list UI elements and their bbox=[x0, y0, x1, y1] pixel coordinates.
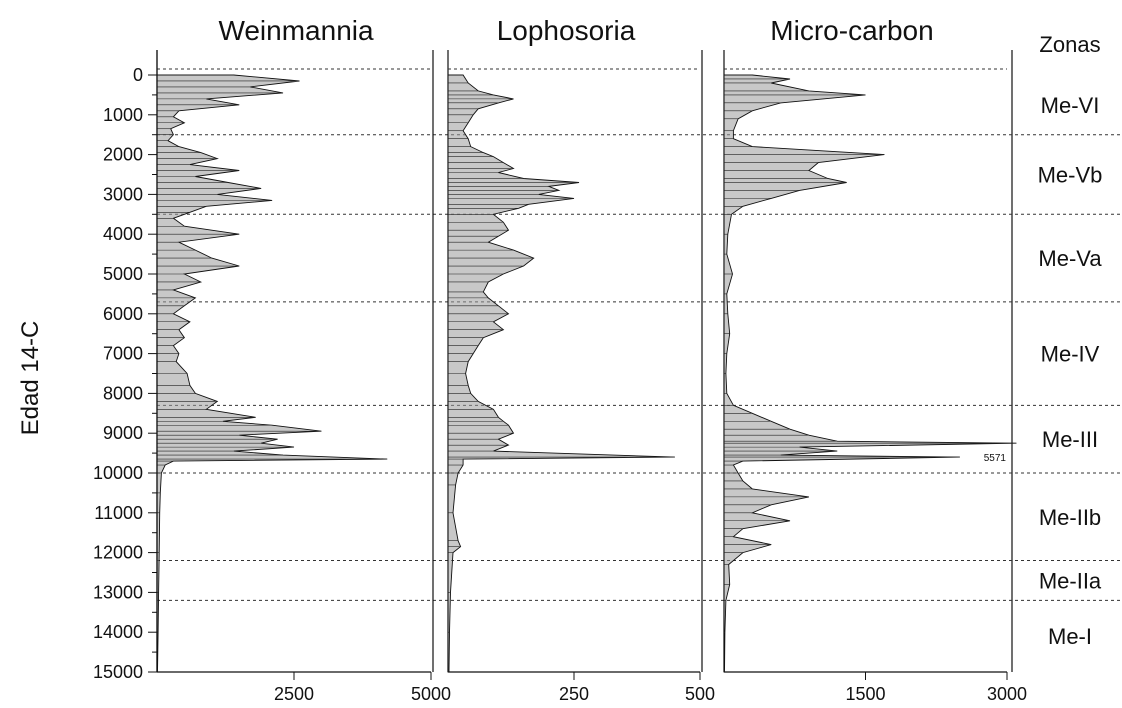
zone-layer: Me-VI Me-Vb Me-Va Me-IV Me-III Me-IIb Me-IIa Me… bbox=[157, 50, 1122, 672]
zone-label: Me-IIb bbox=[1039, 505, 1101, 530]
panel-lophosoria: 250 500 bbox=[447, 50, 715, 704]
zone-label: Me-VI bbox=[1041, 93, 1100, 118]
x-tick-label: 3000 bbox=[987, 684, 1027, 704]
x-tick-label: 1500 bbox=[845, 684, 885, 704]
zones-header: Zonas bbox=[1039, 32, 1100, 57]
y-tick-label: 9000 bbox=[103, 423, 143, 443]
y-tick-label: 8000 bbox=[103, 383, 143, 403]
zone-label: Me-Vb bbox=[1038, 163, 1103, 188]
y-tick-label: 11000 bbox=[94, 503, 143, 523]
y-tick-label: 1000 bbox=[103, 105, 143, 125]
y-tick-label: 15000 bbox=[93, 662, 143, 682]
panel-layer: 2500 5000 250 500 1500 3000 5571 bbox=[156, 50, 1027, 704]
y-tick-label: 6000 bbox=[103, 304, 143, 324]
y-tick-label: 5000 bbox=[103, 264, 143, 284]
y-tick-label: 7000 bbox=[103, 344, 143, 364]
zone-label: Me-Va bbox=[1038, 246, 1102, 271]
panel-title-micro-carbon: Micro-carbon bbox=[770, 15, 933, 46]
x-tick-label: 2500 bbox=[274, 684, 314, 704]
series-curve bbox=[723, 74, 1017, 673]
y-tick-label: 14000 bbox=[93, 622, 143, 642]
x-tick-label: 5000 bbox=[411, 684, 451, 704]
series-curve bbox=[156, 74, 388, 673]
zone-label: Me-III bbox=[1042, 427, 1098, 452]
y-tick-label: 3000 bbox=[103, 184, 143, 204]
series-curve bbox=[447, 74, 675, 673]
zone-label: Me-I bbox=[1048, 624, 1092, 649]
panel-title-lophosoria: Lophosoria bbox=[497, 15, 636, 46]
x-tick-label: 500 bbox=[685, 684, 715, 704]
zone-label: Me-IIa bbox=[1039, 568, 1102, 593]
y-tick-label: 12000 bbox=[93, 543, 143, 563]
y-tick-label: 4000 bbox=[103, 224, 143, 244]
panel-weinmannia: 2500 5000 bbox=[156, 50, 451, 704]
y-tick-label: 0 bbox=[133, 65, 143, 85]
panel-title-weinmannia: Weinmannia bbox=[218, 15, 374, 46]
peak-annotation: 5571 bbox=[984, 453, 1007, 464]
y-tick-label: 2000 bbox=[103, 145, 143, 165]
y-tick-label: 13000 bbox=[93, 582, 143, 602]
y-tick-label: 10000 bbox=[93, 463, 143, 483]
y-axis-title: Edad 14-C bbox=[17, 321, 44, 436]
panel-micro-carbon: 1500 3000 5571 bbox=[723, 50, 1027, 704]
zone-label: Me-IV bbox=[1041, 342, 1100, 367]
x-tick-label: 250 bbox=[559, 684, 589, 704]
y-axis: 0 1000 2000 3000 4000 5000 6000 7000 8000 9000 100… bbox=[93, 50, 158, 682]
